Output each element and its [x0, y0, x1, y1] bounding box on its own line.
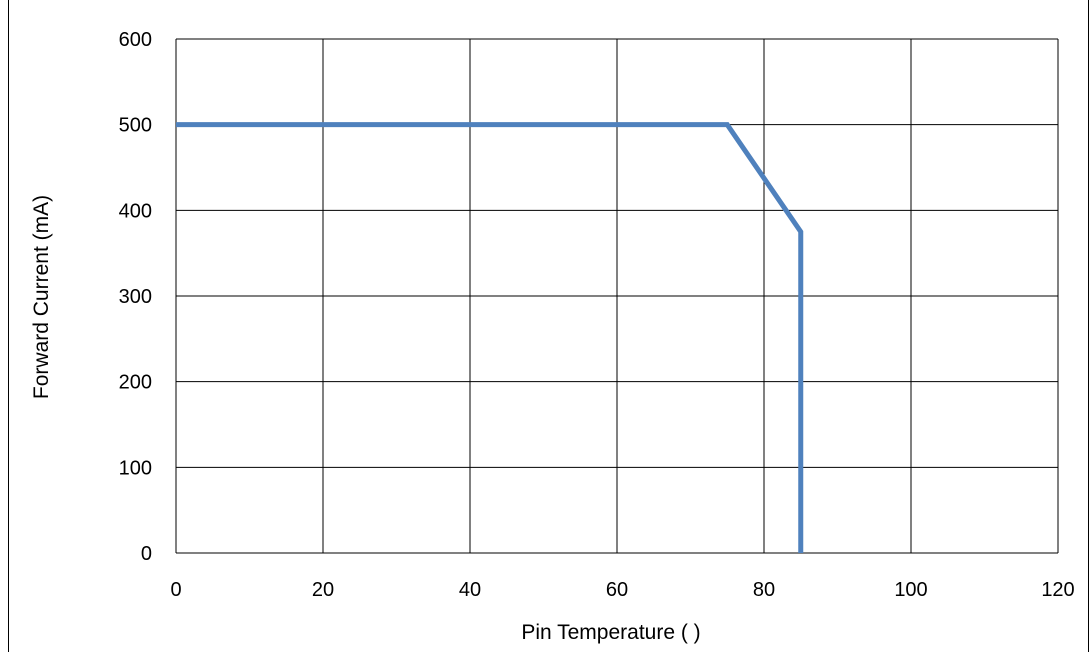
y-tick-label: 400	[119, 200, 152, 222]
series-group	[176, 122, 804, 553]
x-tick-label: 100	[894, 579, 927, 601]
y-axis-label: Forward Current (mA)	[30, 195, 53, 399]
x-tick-label: 0	[170, 579, 181, 601]
grid	[175, 38, 1059, 554]
x-tick-labels: 0 20 40 60 80 100 120	[170, 579, 1074, 601]
x-tick-label: 40	[459, 579, 481, 601]
x-tick-label: 60	[606, 579, 628, 601]
y-tick-label: 0	[141, 543, 152, 565]
y-tick-label: 500	[119, 115, 152, 137]
y-tick-label: 100	[119, 457, 152, 479]
y-tick-label: 600	[119, 29, 152, 51]
x-tick-label: 20	[312, 579, 334, 601]
y-tick-label: 300	[119, 286, 152, 308]
series-line-0	[176, 122, 804, 553]
x-axis-label: Pin Temperature ( )	[521, 621, 700, 644]
y-tick-labels: 0 100 200 300 400 500 600	[119, 29, 152, 565]
y-tick-label: 200	[119, 372, 152, 394]
x-tick-label: 80	[753, 579, 775, 601]
x-tick-label: 120	[1041, 579, 1074, 601]
